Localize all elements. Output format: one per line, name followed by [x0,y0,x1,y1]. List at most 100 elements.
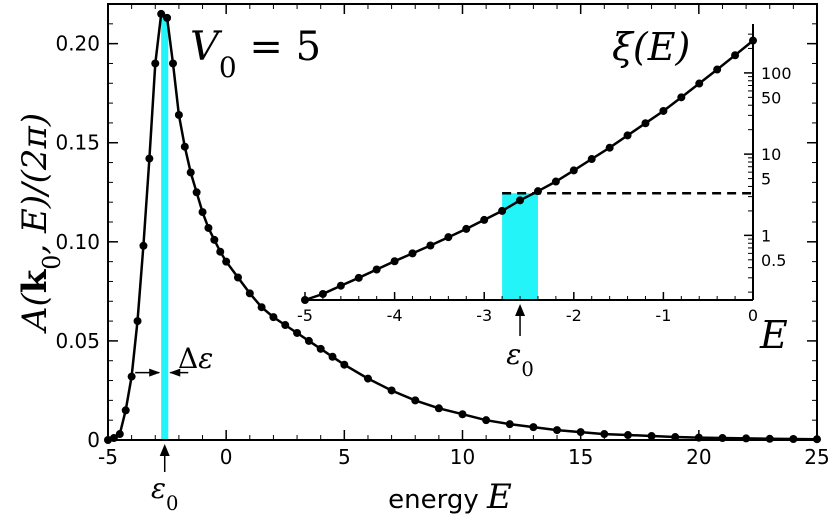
data-point [304,336,313,345]
epsilon0-label: ε0 [151,472,179,515]
y-tick-label: 0.10 [55,230,100,254]
x-tick-label: -5 [98,445,118,469]
inset-data-point [408,249,417,258]
inset-data-point [587,155,596,164]
potential-annotation: V0 = 5 [190,24,321,84]
inset-epsilon0-arrowhead [515,304,526,316]
data-point [168,59,177,68]
x-tick-label: 25 [804,445,829,469]
data-point [233,273,242,282]
data-point [133,317,142,326]
data-point [553,426,562,435]
spectral-curve [107,11,818,442]
inset-plot: -5 -4 -3 -2 -1 0 0.5 1 5 10 50 100 ξ(E) Eε0 [297,24,792,381]
inset-x-axis-label: E [759,313,788,357]
energy-window-band [161,13,169,441]
inset-data-point [551,177,560,186]
data-point [222,257,231,266]
inset-data-point [533,187,542,196]
inset-y-tick-label: 0.5 [761,251,786,270]
data-point [411,396,420,405]
data-point [198,208,207,217]
data-point [293,328,302,337]
x-axis-label: energy E [388,477,512,517]
inset-data-point [480,215,489,224]
data-point [328,352,337,361]
inset-data-point [301,296,309,304]
data-point [742,434,751,443]
data-point [458,410,467,419]
inset-data-point [605,143,614,152]
y-tick-label: 0.20 [55,32,100,56]
data-point [340,360,349,369]
inset-data-point [336,281,345,290]
inset-x-tick-label: 0 [748,306,758,325]
inset-y-tick-label: 100 [761,64,792,83]
data-point [718,434,727,443]
data-point [127,372,136,381]
inset-data-point [372,265,381,274]
inset-y-tick-label: 50 [761,88,781,107]
data-point [174,110,183,119]
inset-data-point [462,224,471,233]
data-point [245,289,254,298]
data-point [813,435,821,444]
data-point [157,9,166,18]
data-point [623,431,632,440]
x-tick-label: 5 [338,445,351,469]
data-point [281,321,290,330]
data-point [363,374,372,383]
y-tick-label: 0.15 [55,131,100,155]
inset-data-point [354,273,363,282]
data-point [765,434,774,443]
data-point [151,59,160,68]
data-point [145,154,154,163]
data-point [121,406,130,415]
main-plot: -5 0 5 10 15 20 25 0 0.05 0.10 0.15 0.20 A(k0, E)/(2… [15,3,829,517]
inset-data-point [659,106,668,115]
inset-x-tick-label: -5 [297,306,313,325]
y-axis-label: A(k0, E)/(2π) [15,113,66,334]
data-point [210,235,219,244]
x-tick-label: 20 [686,445,711,469]
y-tick-label: 0.05 [55,329,100,353]
inset-energy-window-band [502,193,538,300]
data-point [257,303,266,312]
inset-data-point [318,289,327,298]
inset-data-point [749,36,757,45]
inset-x-tick-label: -4 [387,306,403,325]
data-point [600,430,609,439]
inset-data-point [426,241,435,250]
data-point [482,416,491,425]
inset-data-point [569,166,578,175]
data-point [192,188,201,197]
inset-data-point [516,196,525,205]
data-point [647,432,656,441]
inset-title: ξ(E) [612,25,690,69]
width-arrowhead-left [149,368,161,377]
x-tick-label: 15 [568,445,593,469]
inset-x-tick-label: -1 [655,306,671,325]
delta-epsilon-label: Δε [178,342,213,375]
inset-data-point [444,233,453,242]
data-point [505,420,514,429]
inset-data-point [713,65,722,74]
data-point [139,241,148,250]
data-point [316,344,325,353]
data-point [186,168,195,177]
inset-y-tick-label: 5 [761,170,771,189]
x-tick-label: 10 [450,445,475,469]
inset-x-tick-label: -3 [476,306,492,325]
inset-data-point [641,119,650,128]
width-arrowhead-right [169,368,181,377]
data-point [109,434,118,443]
inset-data-point [731,51,740,60]
data-point [163,13,172,22]
inset-epsilon0-label: ε0 [506,338,534,381]
x-tick-label: 0 [220,445,233,469]
data-point [269,313,278,322]
data-point [434,404,443,413]
data-point [789,435,798,444]
data-point [204,223,213,232]
data-point [529,423,538,432]
